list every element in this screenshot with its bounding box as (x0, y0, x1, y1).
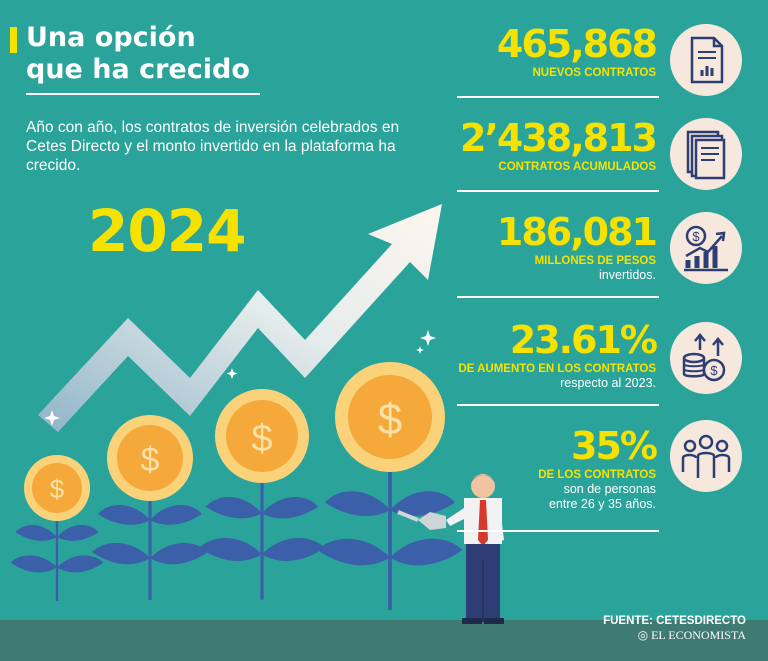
coin-3: $ (215, 389, 309, 483)
coin-2: $ (107, 415, 193, 501)
brand-name: EL ECONOMISTA (651, 628, 746, 642)
stat-label: DE LOS CONTRATOS (538, 469, 656, 481)
stat-contract-increase: 23.61% DE AUMENTO EN LOS CONTRATOS respe… (458, 318, 658, 391)
source-credit: FUENTE: CETESDIRECTO ◎ EL ECONOMISTA (603, 614, 746, 643)
stat-total-contracts: 2’438,813 CONTRATOS ACUMULADOS (460, 116, 658, 174)
svg-text:$: $ (50, 474, 65, 504)
title-accent-bar (10, 27, 17, 53)
source-label: FUENTE: CETESDIRECTO (603, 615, 746, 627)
money-growth-chart-icon: $ (670, 212, 742, 284)
svg-text:$: $ (141, 441, 160, 479)
sparkles (44, 330, 436, 426)
coin-1: $ (24, 455, 90, 521)
page-title: Una opción que ha crecido (26, 22, 346, 86)
coin-4: $ (335, 362, 445, 472)
divider (457, 404, 659, 406)
stat-value: 23.61% (509, 318, 658, 362)
stat-sublabel: invertidos. (599, 268, 656, 282)
divider (457, 96, 659, 98)
svg-text:$: $ (692, 229, 700, 244)
people-group-icon (670, 420, 742, 492)
ground-strip (0, 620, 768, 661)
svg-text:$: $ (378, 395, 402, 444)
stat-invested-amount: 186,081 MILLONES DE PESOS invertidos. (496, 210, 658, 283)
year-label: 2024 (88, 197, 246, 265)
stat-label: NUEVOS CONTRATOS (532, 67, 656, 79)
plant-3 (197, 468, 327, 602)
stat-sublabel-2: entre 26 y 35 años. (548, 497, 656, 511)
intro-text: Año con año, los contratos de inversión … (26, 119, 400, 174)
growth-arrow (38, 204, 442, 432)
document-chart-icon (670, 24, 742, 96)
stat-label: MILLONES DE PESOS (534, 255, 656, 267)
publisher-brand: ◎ EL ECONOMISTA (603, 628, 746, 643)
plant-4 (315, 458, 465, 612)
stat-sublabel-1: son de personas (563, 482, 656, 496)
stat-value: 35% (571, 424, 658, 468)
brand-logo-icon: ◎ (637, 628, 652, 642)
divider (457, 530, 659, 532)
stat-value: 186,081 (496, 210, 658, 254)
stat-label: DE AUMENTO EN LOS CONTRATOS (458, 363, 656, 375)
stat-age-share: 35% DE LOS CONTRATOS son de personas ent… (538, 424, 658, 512)
svg-text:$: $ (710, 363, 718, 378)
title-line-2: que ha crecido (26, 54, 250, 85)
stacked-documents-icon (670, 118, 742, 190)
stat-value: 465,868 (496, 22, 658, 66)
man-watering-illustration (397, 474, 504, 624)
divider (457, 190, 659, 192)
stat-new-contracts: 465,868 NUEVOS CONTRATOS (496, 22, 658, 80)
title-line-1: Una opción (26, 22, 196, 53)
stat-value: 2’438,813 (460, 116, 658, 160)
divider (457, 296, 659, 298)
stat-sublabel: respecto al 2023. (560, 376, 656, 390)
coins-arrows-icon: $ (670, 322, 742, 394)
stat-label: CONTRATOS ACUMULADOS (498, 161, 656, 173)
title-underline (26, 93, 260, 95)
svg-text:$: $ (251, 418, 272, 460)
